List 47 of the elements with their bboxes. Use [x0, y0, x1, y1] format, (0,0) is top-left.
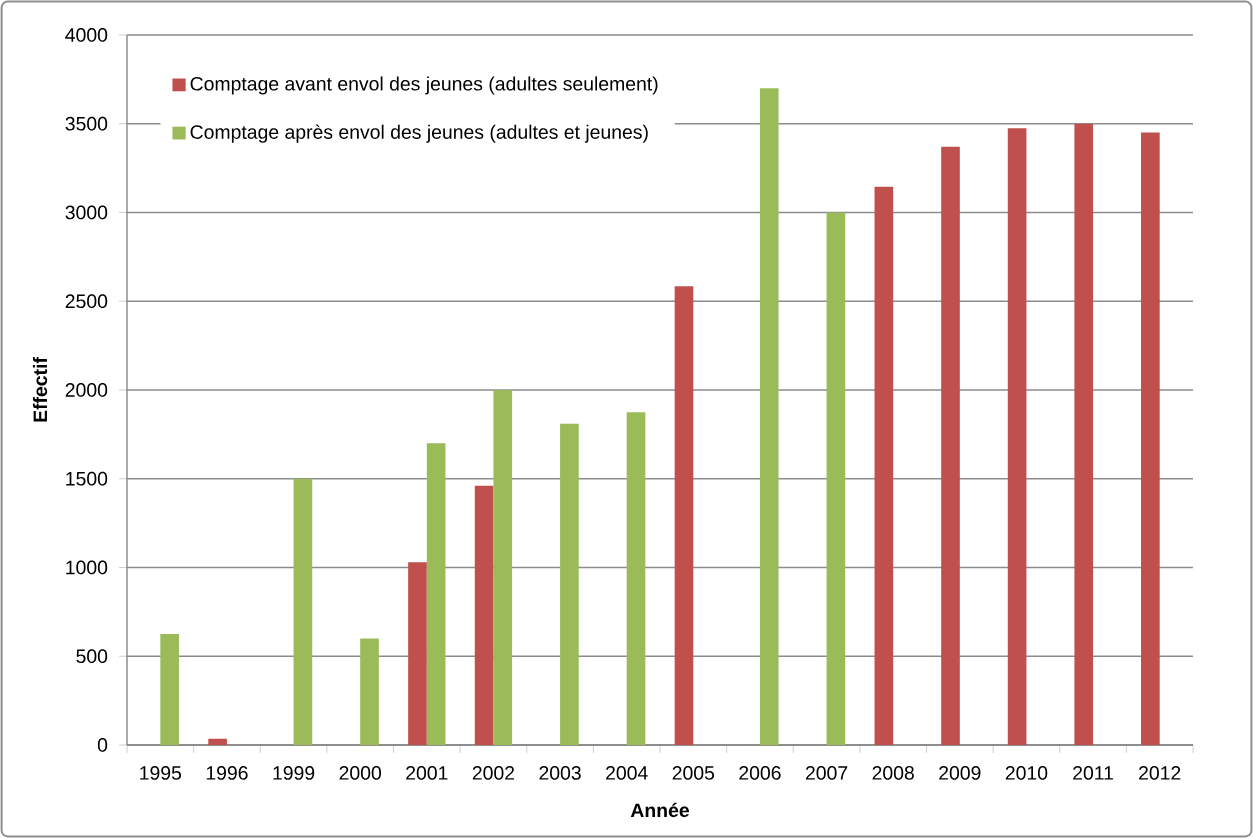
bar — [408, 562, 427, 745]
legend-label: Comptage avant envol des jeunes (adultes seulement) — [190, 76, 658, 95]
bar — [426, 443, 446, 745]
y-tick-label: 3000 — [65, 205, 108, 220]
y-tick-label: 500 — [76, 649, 108, 664]
bar — [493, 389, 513, 745]
y-tick-label: 3500 — [65, 116, 108, 131]
y-tick-label: 0 — [97, 738, 108, 752]
x-tick-label: 2006 — [739, 766, 781, 780]
y-tick-label: 2500 — [65, 294, 108, 309]
bar — [759, 88, 779, 745]
x-tick-label: 2003 — [539, 766, 581, 780]
x-tick-label: 2004 — [606, 766, 648, 780]
y-axis-title: Effectif — [32, 357, 48, 422]
x-tick-label: 2010 — [1005, 766, 1048, 780]
bar — [360, 638, 379, 745]
y-tick-label: 2000 — [65, 383, 108, 397]
bar — [626, 412, 646, 745]
bar — [293, 478, 313, 745]
x-tick-label: 2012 — [1139, 766, 1181, 780]
x-tick-label: 2008 — [872, 766, 914, 780]
x-tick-label: 2002 — [472, 766, 515, 780]
bar — [160, 634, 179, 745]
bar — [474, 485, 494, 745]
x-tick-label: 2007 — [805, 766, 848, 780]
x-tick-label: 2000 — [339, 766, 382, 780]
y-tick-label: 1500 — [66, 471, 108, 486]
bar — [874, 186, 894, 745]
x-tick-label: 1995 — [140, 766, 182, 780]
bar — [560, 423, 579, 745]
bar — [826, 212, 846, 745]
x-tick-label: 1996 — [206, 766, 248, 780]
bar — [1141, 132, 1160, 745]
x-tick-label: 2001 — [406, 766, 448, 780]
bar — [941, 146, 960, 745]
x-tick-label: 2005 — [672, 766, 715, 780]
bar — [674, 286, 694, 745]
bar — [1074, 123, 1094, 745]
x-tick-label: 2009 — [939, 766, 981, 780]
legend-label: Comptage après envol des jeunes (adultes et jeunes) — [190, 124, 648, 143]
x-tick-label: 2011 — [1073, 766, 1113, 780]
y-tick-label: 4000 — [65, 28, 108, 42]
x-tick-label: 1999 — [273, 766, 315, 780]
bar — [208, 738, 227, 745]
y-tick-label: 1000 — [66, 560, 108, 575]
bar — [1007, 128, 1027, 745]
x-axis-title: Année — [630, 802, 689, 818]
